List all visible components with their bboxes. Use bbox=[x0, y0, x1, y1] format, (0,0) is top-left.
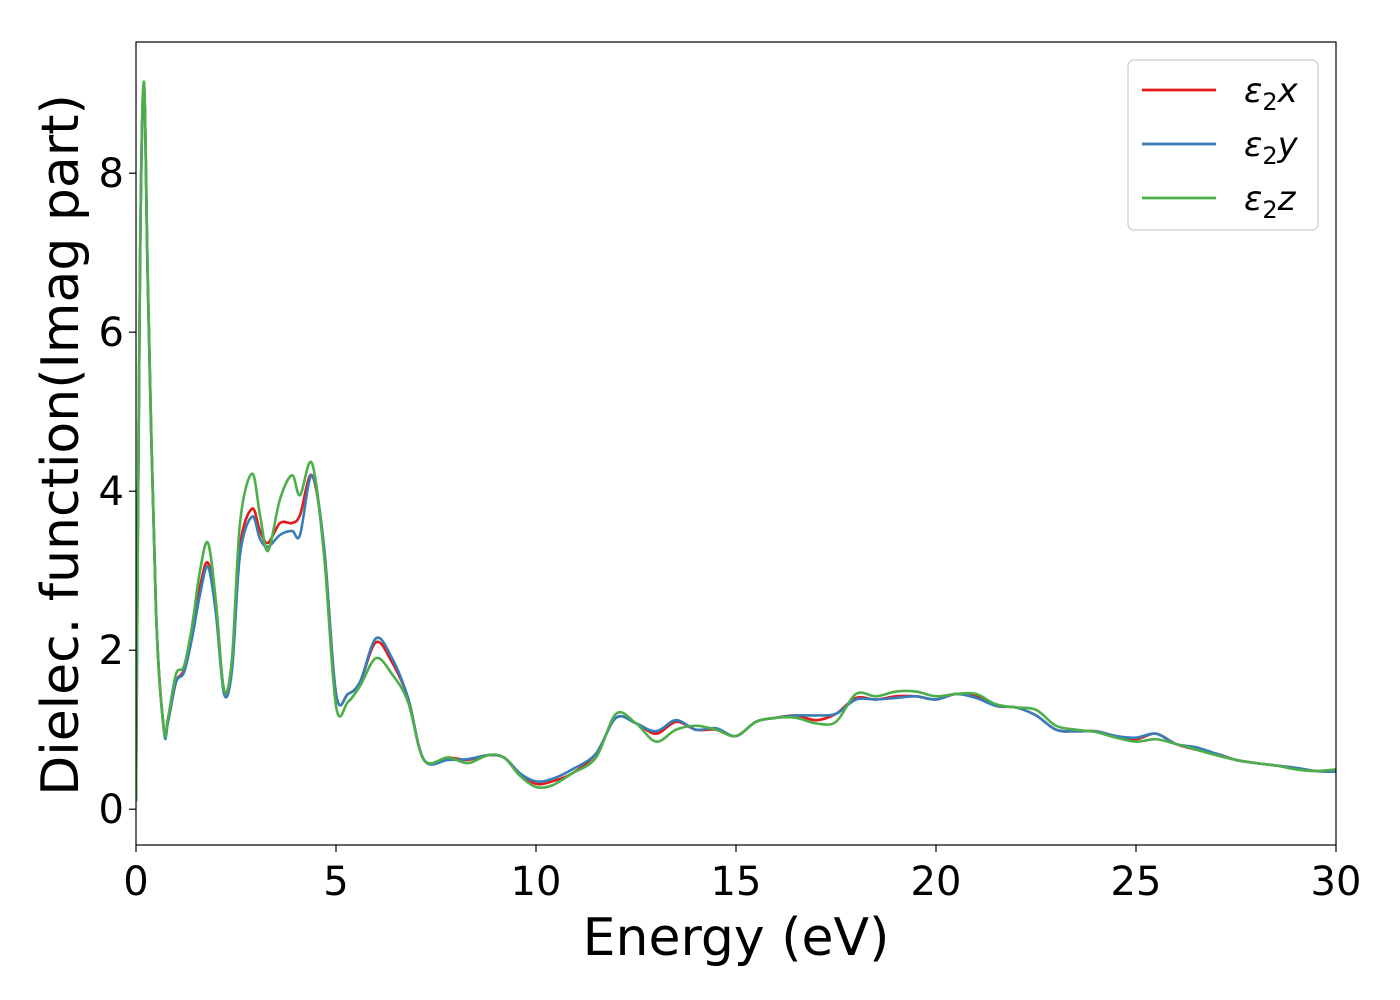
legend-label-2: ε2y bbox=[1244, 125, 1299, 170]
series-line-2 bbox=[136, 84, 1336, 802]
series-line-3 bbox=[136, 80, 1336, 802]
y-axis-ticks: 0 2 4 6 8 bbox=[99, 151, 136, 833]
y-tick-label: 2 bbox=[99, 628, 124, 674]
x-tick-label: 30 bbox=[1311, 859, 1362, 905]
legend-label-3: ε2z bbox=[1244, 179, 1297, 224]
x-tick-label: 20 bbox=[911, 859, 962, 905]
x-tick-label: 10 bbox=[511, 859, 562, 905]
y-tick-label: 0 bbox=[99, 787, 124, 833]
y-axis-label: Dielec. function(Imag part) bbox=[31, 94, 91, 796]
legend: ε2x ε2y ε2z bbox=[1127, 59, 1319, 231]
x-tick-label: 0 bbox=[123, 859, 148, 905]
x-tick-label: 15 bbox=[711, 859, 762, 905]
y-tick-label: 8 bbox=[99, 151, 124, 197]
plot-lines bbox=[136, 80, 1336, 802]
legend-label-1: ε2x bbox=[1244, 71, 1299, 116]
x-tick-label: 5 bbox=[323, 859, 348, 905]
x-tick-label: 25 bbox=[1111, 859, 1162, 905]
x-axis-label: Energy (eV) bbox=[583, 908, 890, 968]
y-tick-label: 6 bbox=[99, 310, 124, 356]
legend-box bbox=[1127, 59, 1319, 231]
x-axis-ticks: 0 5 10 15 20 25 30 bbox=[123, 845, 1361, 905]
y-tick-label: 4 bbox=[99, 469, 124, 515]
